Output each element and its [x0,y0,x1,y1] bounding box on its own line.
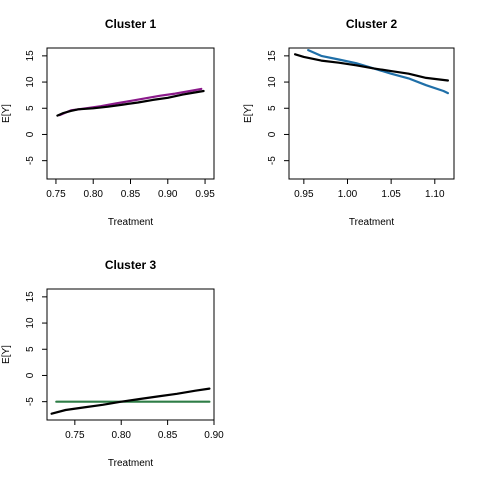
x-tick-label: 0.85 [121,189,141,200]
x-tick-label: 0.95 [294,189,314,200]
panel-title: Cluster 2 [346,17,398,31]
y-tick-label: -5 [267,156,278,165]
x-tick-label: 0.95 [195,189,215,200]
series-line-2 [294,53,449,82]
y-tick-label: 5 [25,346,36,352]
x-tick-label: 0.80 [83,189,103,200]
x-axis-label: Treatment [349,217,394,228]
x-tick-label: 0.90 [158,189,178,200]
y-tick-label: 15 [267,50,278,62]
y-tick-label: 5 [25,105,36,111]
y-tick-label: 0 [25,372,36,378]
series-line-1 [307,48,449,95]
y-axis-label: E[Y] [1,345,12,364]
y-tick-label: -5 [25,156,36,165]
panel-title: Cluster 1 [105,17,157,31]
x-tick-label: 0.80 [111,430,131,441]
y-tick-label: 15 [25,291,36,303]
x-axis-label: Treatment [108,217,153,228]
x-tick-label: 0.85 [158,430,178,441]
y-tick-label: 10 [25,317,36,329]
x-tick-label: 1.05 [381,189,401,200]
x-tick-label: 0.90 [204,430,224,441]
plot-frame [288,47,455,180]
y-axis-label: E[Y] [1,104,12,123]
y-tick-label: -5 [25,397,36,406]
x-tick-label: 1.00 [338,189,358,200]
panel-title: Cluster 3 [105,258,157,272]
plot-frame [46,288,215,421]
x-tick-label: 1.10 [425,189,445,200]
series-line-2 [50,387,211,415]
x-tick-label: 0.75 [46,189,66,200]
y-tick-label: 5 [267,105,278,111]
y-axis-label: E[Y] [243,104,254,123]
y-tick-label: 0 [25,131,36,137]
series-line-2 [56,89,205,117]
y-tick-label: 10 [267,76,278,88]
y-tick-label: 10 [25,76,36,88]
x-axis-label: Treatment [108,458,153,469]
y-tick-label: 15 [25,50,36,62]
x-tick-label: 0.75 [65,430,85,441]
y-tick-label: 0 [267,131,278,137]
